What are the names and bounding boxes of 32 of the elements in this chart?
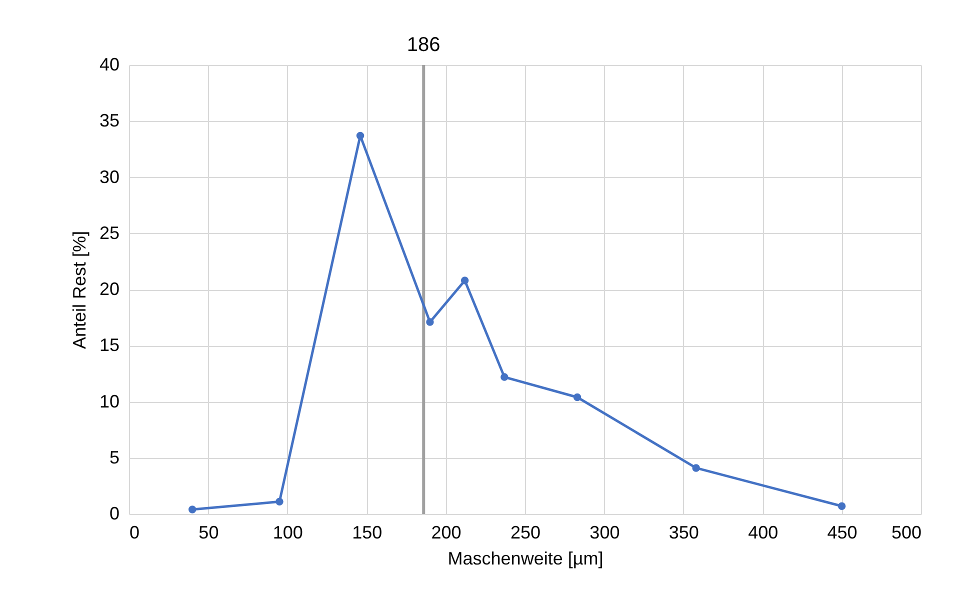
y-tick-label: 20 (99, 279, 120, 299)
x-tick-label: 0 (130, 522, 140, 542)
x-tick-label: 200 (431, 522, 462, 542)
y-tick-label: 15 (99, 335, 120, 356)
x-tick-label: 350 (668, 522, 699, 542)
y-tick-label: 40 (99, 54, 120, 74)
x-axis-title: Maschenweite [µm] (448, 548, 604, 568)
point (692, 464, 700, 472)
y-tick-label: 35 (99, 110, 120, 131)
y-axis-title: Anteil Rest [%] (69, 230, 90, 350)
x-tick-label: 500 (891, 522, 922, 542)
x-tick-label: 150 (352, 522, 382, 542)
y-tick-label: 10 (99, 391, 120, 412)
x-tick-label: 400 (748, 522, 778, 542)
x-tick-label: 100 (272, 522, 303, 542)
point (573, 393, 582, 402)
point (838, 502, 846, 510)
y-tick-label: 0 (109, 504, 120, 524)
point (426, 318, 434, 326)
point (276, 498, 284, 506)
x-tick-label: 50 (198, 522, 219, 542)
point (356, 132, 364, 140)
x-tick-label: 250 (510, 522, 541, 542)
point (500, 373, 508, 381)
point (460, 276, 469, 284)
y-tick-label: 30 (99, 166, 120, 187)
x-tick-label: 450 (827, 522, 858, 542)
y-tick-label: 25 (99, 222, 120, 243)
ref-line-label: 186 (406, 34, 440, 56)
x-tick-label: 300 (590, 522, 620, 542)
point (188, 506, 196, 514)
y-tick-label: 5 (109, 447, 120, 468)
